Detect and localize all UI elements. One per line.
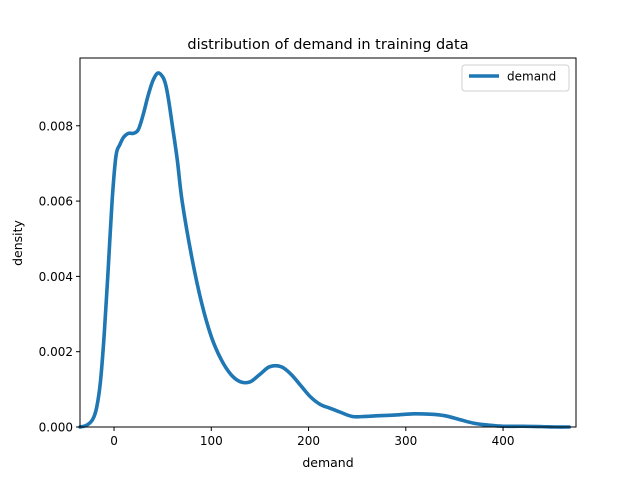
chart-title: distribution of demand in training data: [187, 37, 468, 53]
plot-area: [78, 57, 577, 429]
x-tick-label: 200: [297, 434, 320, 448]
chart-legend: demand: [461, 64, 570, 92]
axes-frame: [79, 57, 577, 428]
x-tick-label: 300: [394, 434, 417, 448]
legend-label-demand: demand: [507, 70, 556, 84]
y-tick-label: 0.000: [39, 421, 73, 435]
x-axis-label: demand: [302, 455, 353, 470]
x-axis-ticks: 0 100 200 300 400: [110, 427, 515, 448]
y-axis-label: density: [10, 219, 25, 265]
y-axis-ticks: 0.000 0.002 0.004 0.006 0.008: [39, 119, 80, 435]
y-tick-label: 0.004: [39, 270, 73, 284]
x-tick-label: 100: [200, 434, 223, 448]
legend-box: [461, 64, 570, 92]
y-tick-label: 0.002: [39, 345, 73, 359]
x-tick-label: 400: [492, 434, 515, 448]
y-tick-label: 0.006: [39, 195, 73, 209]
y-tick-label: 0.008: [39, 119, 73, 133]
x-tick-label: 0: [110, 434, 118, 448]
series-line-demand: [78, 71, 571, 429]
